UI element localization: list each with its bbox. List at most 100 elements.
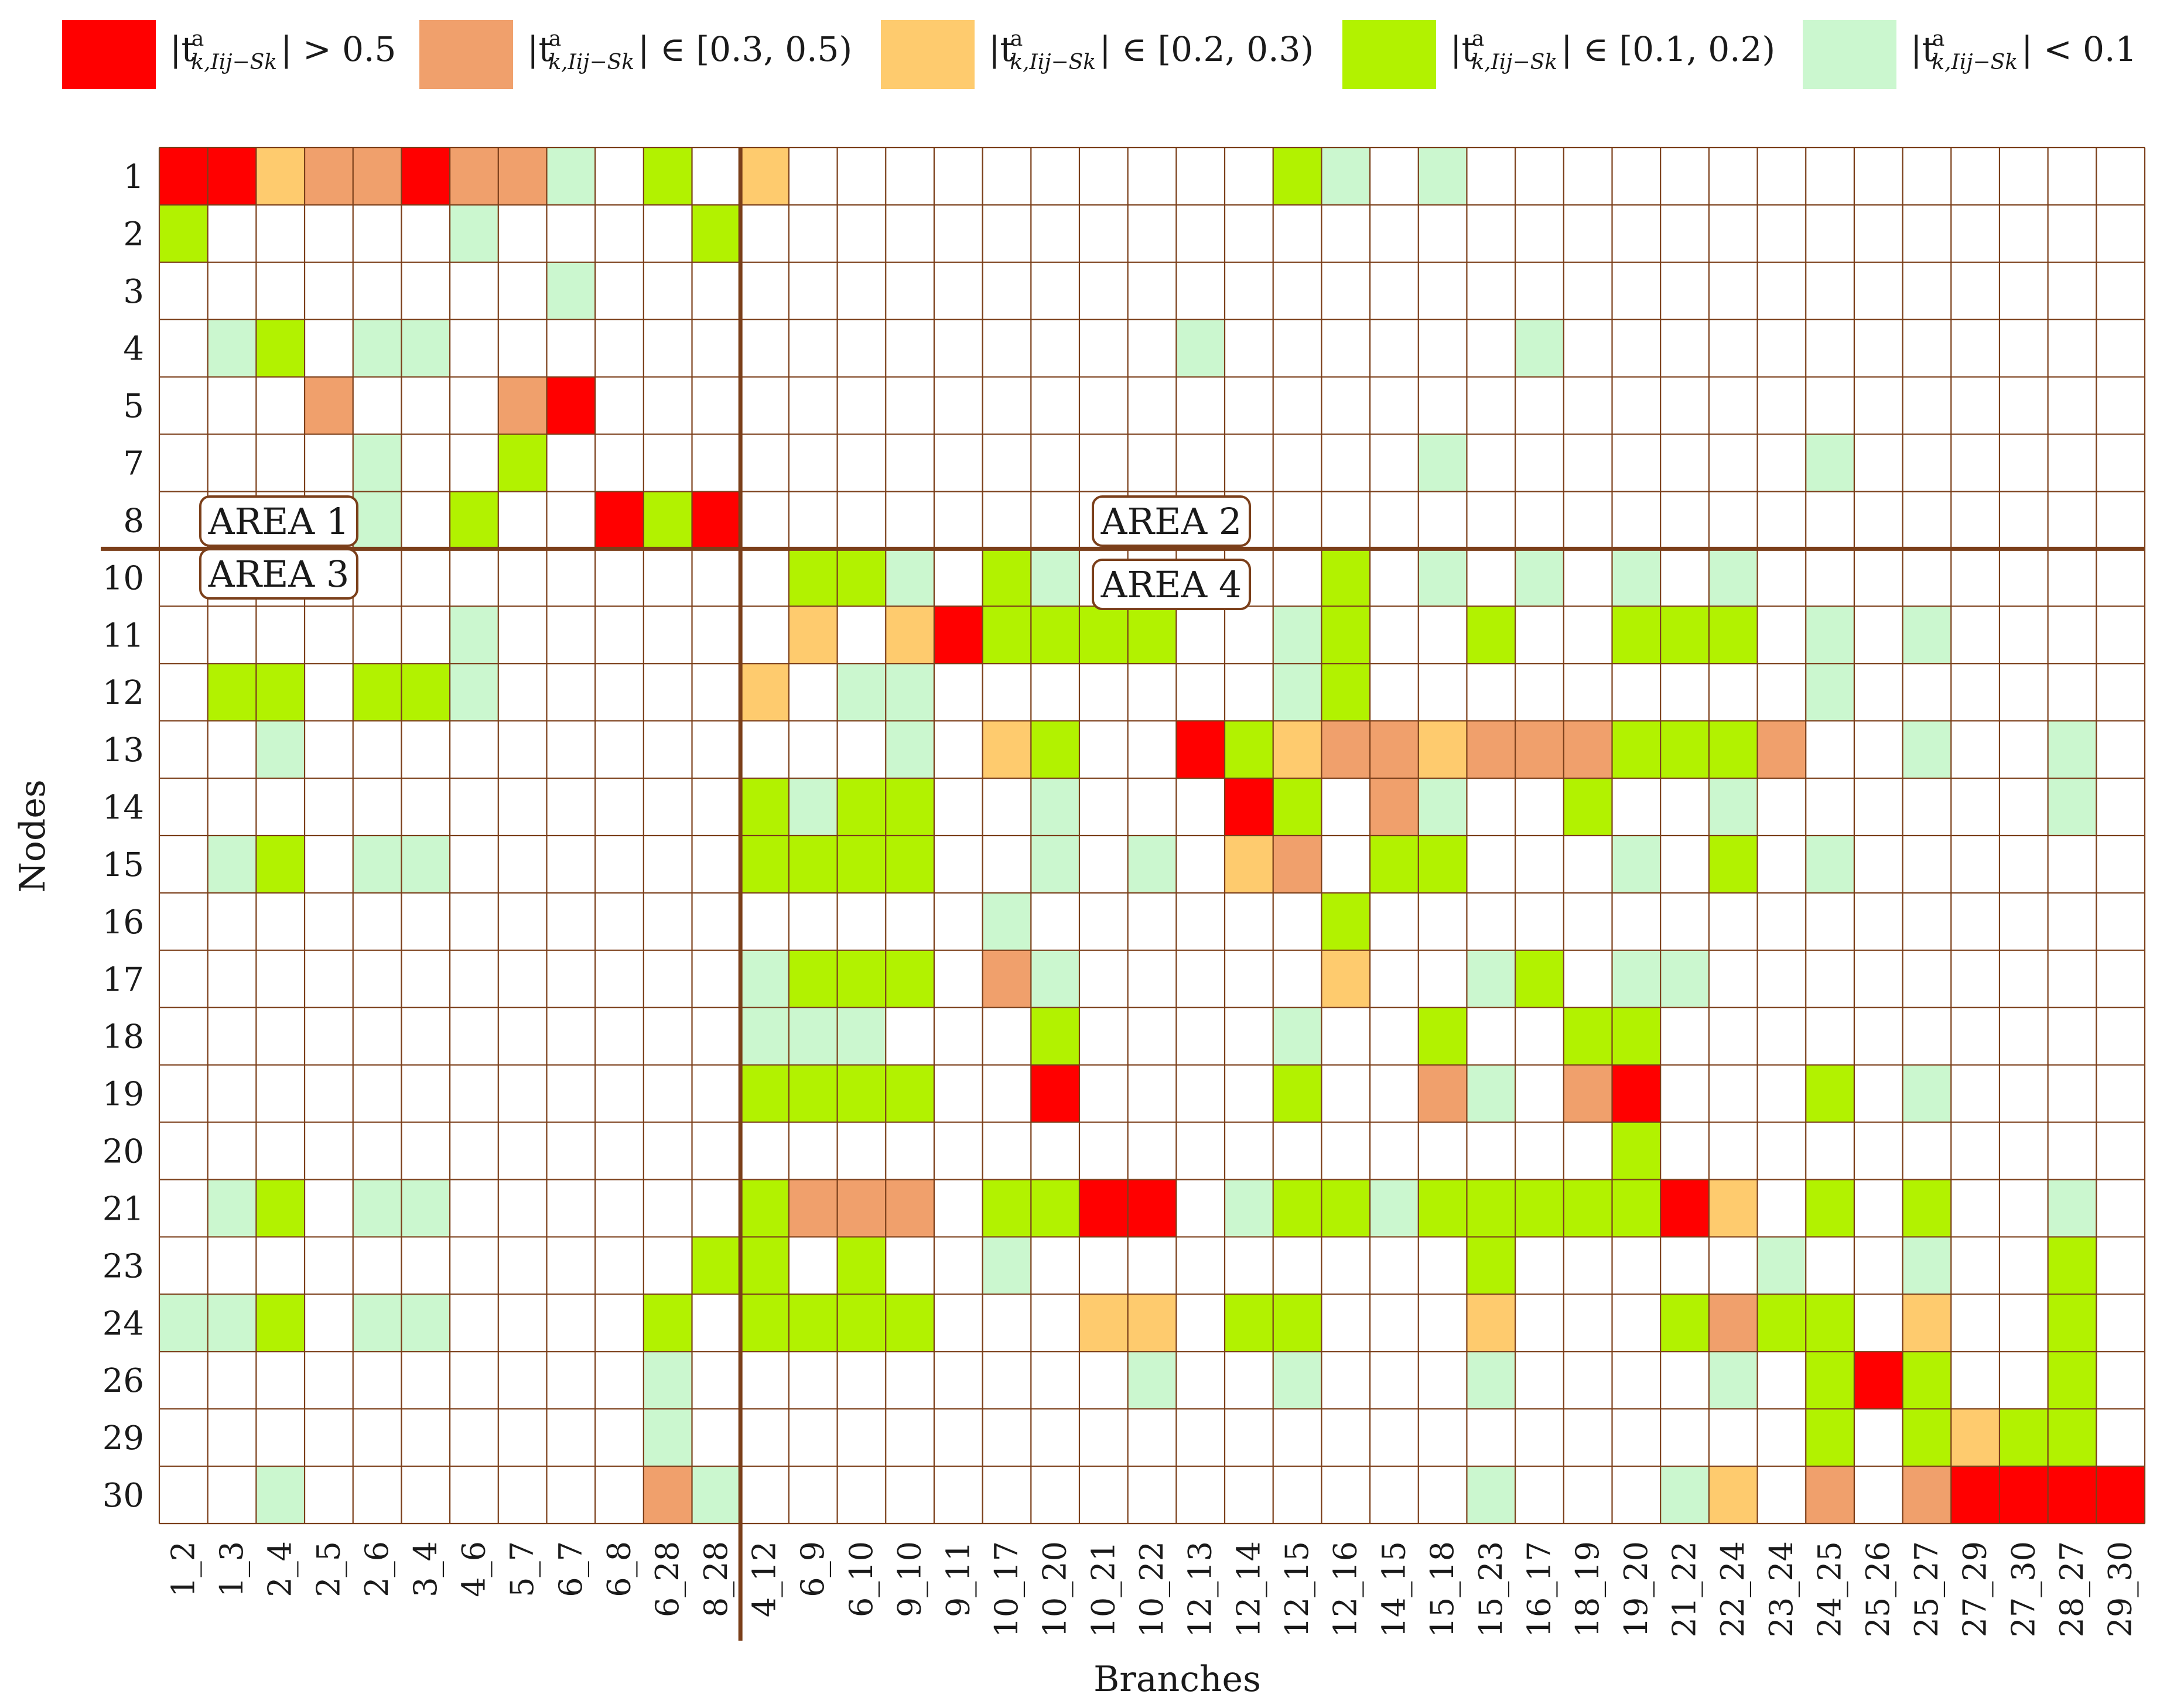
heatmap-cell bbox=[1951, 1409, 2000, 1467]
column-tick-label: 14_15 bbox=[1375, 1541, 1412, 1637]
row-tick-label: 17 bbox=[102, 961, 144, 999]
heatmap-cell bbox=[1563, 1179, 1612, 1237]
heatmap-cell bbox=[1612, 606, 1661, 664]
heatmap-cell bbox=[1225, 1294, 1273, 1352]
legend-swatch bbox=[881, 20, 975, 89]
heatmap-cell bbox=[886, 549, 934, 607]
heatmap-cell bbox=[1660, 721, 1709, 779]
heatmap-cell bbox=[1031, 721, 1079, 779]
heatmap-cell bbox=[1515, 549, 1564, 607]
heatmap-cell bbox=[1708, 836, 1758, 893]
column-tick-label: 6_9 bbox=[794, 1541, 831, 1597]
heatmap-cell bbox=[256, 1466, 305, 1524]
heatmap-cell bbox=[1708, 1466, 1758, 1524]
heatmap-cell bbox=[1031, 836, 1079, 893]
heatmap-cell bbox=[886, 836, 934, 893]
heatmap-cell bbox=[788, 606, 838, 664]
heatmap-cell bbox=[740, 148, 789, 205]
legend-swatch bbox=[1803, 20, 1896, 89]
heatmap-cell bbox=[982, 721, 1031, 779]
heatmap-cell bbox=[1708, 606, 1758, 664]
heatmap-cell bbox=[886, 1294, 934, 1352]
heatmap-cell bbox=[1515, 319, 1564, 377]
heatmap-cell bbox=[1467, 1179, 1516, 1237]
heatmap-cell bbox=[1612, 721, 1661, 779]
heatmap-cell bbox=[401, 148, 450, 205]
column-tick-label: 6_10 bbox=[843, 1541, 880, 1617]
heatmap-cell bbox=[1902, 1064, 1951, 1122]
heatmap-cell bbox=[788, 1064, 838, 1122]
heatmap-cell bbox=[837, 1237, 886, 1295]
heatmap-cell bbox=[692, 491, 741, 549]
heatmap-cell bbox=[353, 319, 402, 377]
heatmap-cell bbox=[1467, 1466, 1516, 1524]
heatmap-cell bbox=[1321, 721, 1370, 779]
heatmap-cell bbox=[2048, 1466, 2097, 1524]
heatmap-cell bbox=[2048, 1351, 2097, 1409]
heatmap-cell bbox=[546, 376, 596, 434]
column-tick-label: 16_17 bbox=[1520, 1541, 1557, 1637]
heatmap-cell bbox=[1418, 1064, 1467, 1122]
heatmap-cell bbox=[207, 148, 257, 205]
heatmap-cell bbox=[1902, 606, 1951, 664]
heatmap-cell bbox=[1225, 778, 1273, 836]
column-tick-label: 29_30 bbox=[2102, 1541, 2139, 1637]
heatmap-cell bbox=[159, 204, 208, 262]
heatmap-cell bbox=[2048, 721, 2097, 779]
heatmap-cell bbox=[1321, 549, 1370, 607]
heatmap-cell bbox=[1467, 721, 1516, 779]
heatmap-cell bbox=[1225, 1179, 1273, 1237]
heatmap-cell bbox=[788, 1179, 838, 1237]
column-tick-label: 27_29 bbox=[1957, 1541, 1994, 1637]
heatmap-cell bbox=[207, 1179, 257, 1237]
row-tick-label: 4 bbox=[123, 330, 144, 368]
legend-label: |ta k,Iij−Sk | ∈ [0.2, 0.3) bbox=[989, 27, 1314, 74]
area-label-text: AREA 2 bbox=[1100, 500, 1242, 543]
legend-label: |ta k,Iij−Sk | < 0.1 bbox=[1910, 27, 2137, 74]
column-tick-label: 2_4 bbox=[262, 1541, 299, 1597]
heatmap-cell bbox=[643, 1351, 692, 1409]
heatmap-cell bbox=[788, 950, 838, 1008]
area-label-text: AREA 3 bbox=[208, 553, 350, 595]
heatmap-cell bbox=[1176, 721, 1225, 779]
heatmap-cell bbox=[450, 663, 498, 721]
heatmap-cell bbox=[256, 319, 305, 377]
column-tick-label: 8_28 bbox=[698, 1541, 734, 1617]
heatmap-cell bbox=[256, 721, 305, 779]
column-tick-label: 18_19 bbox=[1569, 1541, 1606, 1637]
column-tick-label: 10_21 bbox=[1085, 1541, 1122, 1637]
heatmap-cell bbox=[643, 1294, 692, 1352]
heatmap-cell bbox=[1902, 1351, 1951, 1409]
heatmap-cell bbox=[1612, 950, 1661, 1008]
area-label-2: AREA 2 bbox=[1092, 495, 1251, 547]
heatmap-cell bbox=[1176, 319, 1225, 377]
heatmap-cell bbox=[886, 606, 934, 664]
heatmap-cell bbox=[740, 663, 789, 721]
heatmap-cell bbox=[1612, 1179, 1661, 1237]
heatmap-cell bbox=[1515, 950, 1564, 1008]
heatmap-cell bbox=[401, 1179, 450, 1237]
heatmap-cell bbox=[1563, 778, 1612, 836]
heatmap-cell bbox=[2048, 1409, 2097, 1467]
heatmap-cell bbox=[450, 204, 498, 262]
column-tick-label: 9_10 bbox=[891, 1541, 928, 1617]
heatmap-cell bbox=[1273, 1064, 1322, 1122]
area-labels: AREA 1 AREA 2 AREA 3 AREA 4 bbox=[199, 495, 1251, 610]
area-label-1: AREA 1 bbox=[199, 495, 358, 547]
heatmap-cell bbox=[837, 836, 886, 893]
heatmap-cell bbox=[498, 148, 547, 205]
heatmap-cell bbox=[1563, 1064, 1612, 1122]
heatmap-cell bbox=[982, 606, 1031, 664]
heatmap-cell bbox=[1757, 1294, 1806, 1352]
column-tick-label: 27_30 bbox=[2005, 1541, 2042, 1637]
row-tick-label: 8 bbox=[123, 502, 144, 540]
column-tick-label: 22_24 bbox=[1714, 1541, 1751, 1637]
heatmap-cell bbox=[1127, 1294, 1177, 1352]
legend-item: |ta k,Iij−Sk | ∈ [0.2, 0.3) bbox=[881, 20, 1314, 89]
heatmap-cell bbox=[1127, 606, 1177, 664]
heatmap-cell bbox=[1370, 721, 1419, 779]
heatmap-cell bbox=[159, 148, 208, 205]
heatmap-cell bbox=[1273, 1007, 1322, 1065]
legend-label: |ta k,Iij−Sk | ∈ [0.1, 0.2) bbox=[1450, 27, 1775, 74]
heatmap-cell bbox=[692, 1466, 741, 1524]
